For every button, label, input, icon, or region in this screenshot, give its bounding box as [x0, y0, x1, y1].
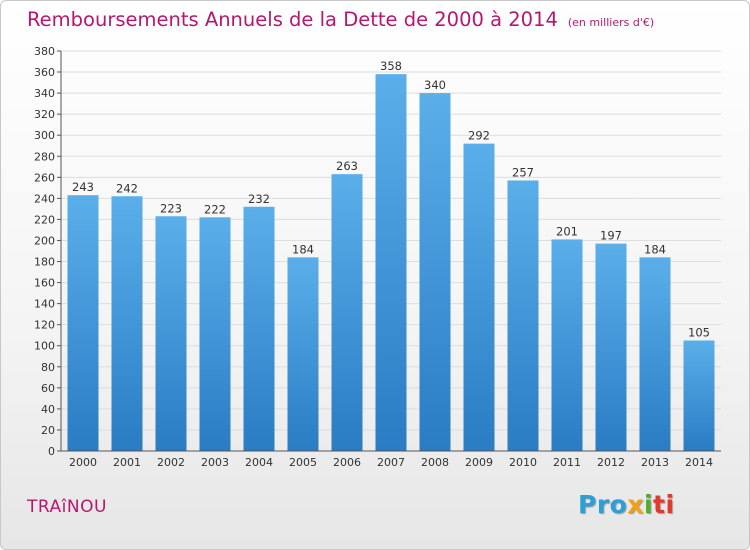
bar-2009: [463, 143, 495, 451]
x-tick-label: 2000: [69, 456, 97, 469]
x-tick-label: 2013: [641, 456, 669, 469]
y-tick-label: 260: [34, 171, 55, 184]
data-label-2008: 340: [424, 78, 446, 92]
bar-2006: [331, 174, 363, 451]
x-tick-label: 2002: [157, 456, 185, 469]
data-labels: 243 242 223 222 232 184 263 358 340 292 257 201 197 1…: [72, 59, 710, 339]
y-tick-label: 0: [48, 445, 55, 458]
chart-title: Remboursements Annuels de la Dette de 20…: [27, 8, 654, 31]
y-tick-label: 280: [34, 150, 55, 163]
y-tick-label: 380: [34, 45, 55, 58]
x-tick-label: 2004: [245, 456, 273, 469]
commune-name: TRAîNOU: [27, 497, 107, 517]
y-tick-label: 180: [34, 256, 55, 269]
bar-2013: [639, 257, 671, 451]
bar-2003: [199, 217, 231, 451]
bar-2008: [419, 93, 451, 452]
data-label-2000: 243: [72, 180, 94, 194]
y-tick-label: 220: [34, 213, 55, 226]
y-tick-label: 300: [34, 129, 55, 142]
data-label-2004: 232: [248, 192, 270, 206]
y-tick-label: 240: [34, 192, 55, 205]
bar-2000: [67, 195, 99, 451]
data-label-2013: 184: [644, 242, 666, 256]
x-tick-label: 2001: [113, 456, 141, 469]
bar-2001: [111, 196, 143, 451]
x-tick-label: 2012: [597, 456, 625, 469]
title-text: Remboursements Annuels de la Dette de 20…: [27, 8, 558, 31]
data-label-2002: 223: [160, 201, 182, 215]
data-label-2007: 358: [380, 59, 402, 73]
y-tick-label: 360: [34, 66, 55, 79]
bars: [67, 74, 715, 452]
chart-subtitle: (en milliers d'€): [567, 16, 655, 29]
y-tick-label: 60: [41, 382, 55, 395]
data-label-2014: 105: [688, 325, 710, 339]
bar-2004: [243, 206, 275, 451]
x-tick-label: 2007: [377, 456, 405, 469]
data-label-2010: 257: [512, 165, 534, 179]
data-label-2006: 263: [336, 159, 358, 173]
bar-2005: [287, 257, 319, 451]
x-tick-label: 2010: [509, 456, 537, 469]
data-label-2012: 197: [600, 229, 622, 243]
y-tick-label: 80: [41, 361, 55, 374]
bar-2007: [375, 74, 407, 451]
x-tick-label: 2005: [289, 456, 317, 469]
data-label-2011: 201: [556, 224, 578, 238]
y-tick-label: 20: [41, 424, 55, 437]
x-tick-label: 2014: [685, 456, 713, 469]
y-tick-label: 340: [34, 87, 55, 100]
y-tick-label: 160: [34, 277, 55, 290]
data-label-2001: 242: [116, 181, 138, 195]
y-axis: 0 20 40 60 80 100 120 140 160 180 200 220 240 260 280 3…: [34, 45, 62, 458]
x-tick-label: 2009: [465, 456, 493, 469]
y-tick-label: 200: [34, 234, 55, 247]
proxiti-logo: Proxiti: [578, 490, 675, 519]
bar-2010: [507, 180, 539, 451]
x-tick-label: 2008: [421, 456, 449, 469]
y-tick-label: 100: [34, 340, 55, 353]
bar-2014: [683, 340, 715, 451]
data-label-2003: 222: [204, 202, 226, 216]
x-tick-label: 2006: [333, 456, 361, 469]
data-label-2005: 184: [292, 242, 314, 256]
y-tick-label: 120: [34, 319, 55, 332]
y-tick-label: 320: [34, 108, 55, 121]
y-tick-label: 140: [34, 298, 55, 311]
bar-2002: [155, 216, 187, 451]
x-tick-label: 2003: [201, 456, 229, 469]
x-tick-label: 2011: [553, 456, 581, 469]
bar-2012: [595, 243, 627, 451]
y-tick-label: 40: [41, 403, 55, 416]
x-axis: 2000 2001 2002 2003 2004 2005 2006 2007 2008 2009…: [61, 450, 721, 469]
bar-2011: [551, 239, 583, 451]
data-label-2009: 292: [468, 129, 490, 143]
